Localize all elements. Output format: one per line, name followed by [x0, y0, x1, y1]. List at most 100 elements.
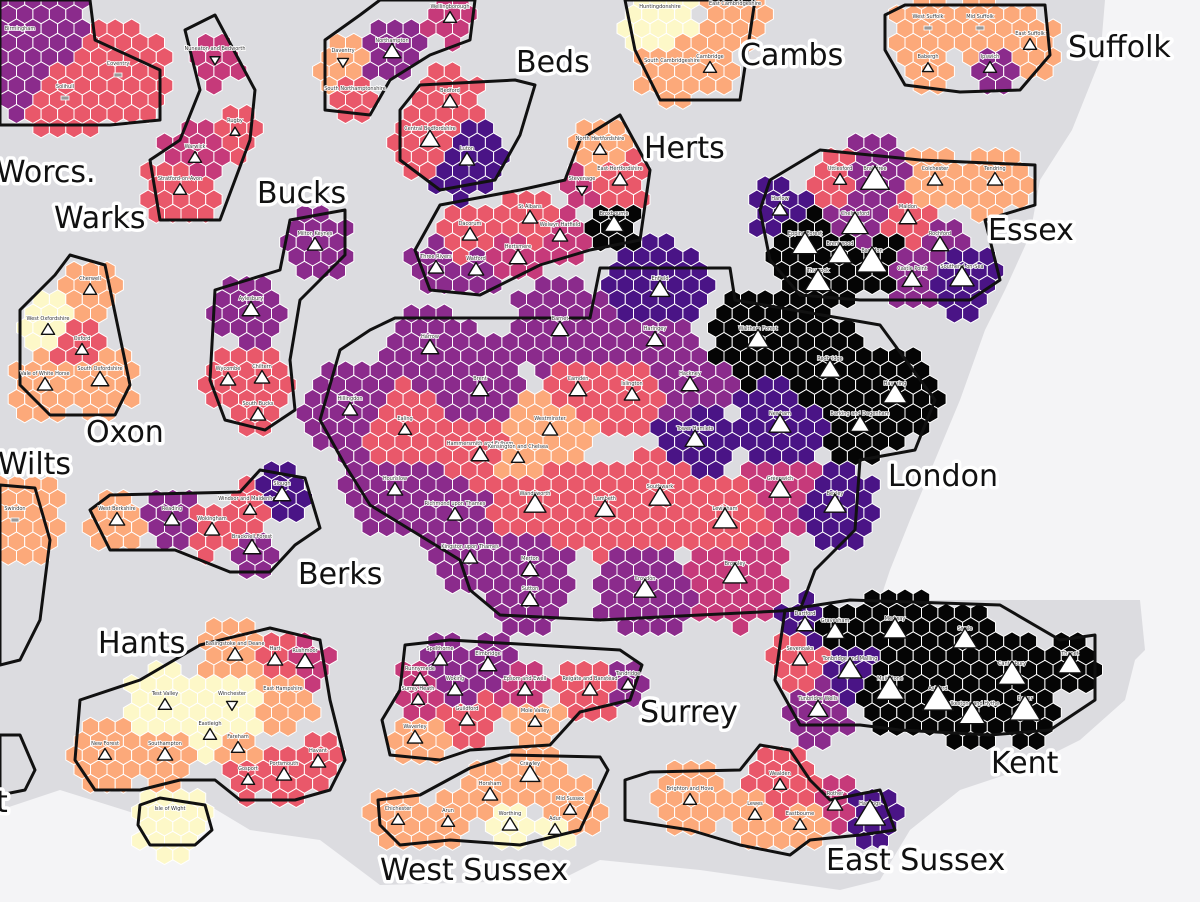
hex-cell: [600, 702, 618, 723]
hex-cell: [945, 189, 964, 210]
region-label-ealing: Ealing: [397, 416, 412, 422]
region-label-huntingdonshire: Huntingdonshire: [639, 4, 680, 10]
region-label-brighton-and-hove: Brighton and Hove: [667, 786, 714, 792]
region-label-stevenage: Stevenage: [569, 176, 596, 182]
marker-up-tendring: [986, 171, 1004, 186]
marker-up-ealing: [397, 422, 413, 436]
hex-cell: [16, 403, 34, 424]
marker-up-tonbridge-and-malling: [837, 657, 863, 679]
hex-cell: [814, 730, 832, 752]
region-label-rochford: Rochford: [929, 231, 951, 237]
marker-up-gosport: [240, 772, 256, 786]
marker-up-redbridge: [818, 358, 842, 378]
marker-up-hart: [266, 651, 284, 666]
marker-up-st-albans: [521, 209, 539, 224]
marker-up-southwark: [648, 486, 672, 506]
region-label-gosport: Gosport: [238, 766, 258, 772]
county-label-oxon: Oxon: [86, 415, 164, 450]
marker-up-brentwood: [827, 242, 853, 264]
marker-up-southend-on-sea: [949, 265, 975, 287]
hex-cell: [122, 388, 141, 410]
marker-up-haringey: [645, 330, 665, 347]
region-label-spelthorne: Spelthorne: [426, 646, 453, 652]
region-label-eastbourne: Eastbourne: [786, 811, 814, 817]
marker-up-worthing: [501, 816, 519, 831]
hex-cell: [122, 103, 141, 125]
region-label-milton-keynes: Milton Keynes: [298, 231, 333, 237]
region-label-bracknell-forest: Bracknell Forest: [232, 534, 272, 540]
marker-layer: [10, 10, 1083, 836]
marker-up-swale: [952, 627, 978, 649]
region-label-wokingham: Wokingham: [197, 516, 227, 522]
county-label-kent: Kent: [991, 746, 1059, 781]
hex-cell: [287, 502, 305, 524]
marker-square-coventry: [113, 72, 123, 78]
marker-up-lewes: [747, 807, 763, 821]
region-label-surrey-heath: Surrey Heath: [402, 686, 435, 692]
marker-up-chichester: [390, 812, 406, 826]
county-outline-layer: [0, 0, 1097, 857]
marker-up-vale-of-white-horse: [36, 376, 54, 391]
hex-cell: [1011, 189, 1029, 210]
county-outline-cambs: [623, 0, 757, 102]
hex-cell: [517, 616, 536, 638]
marker-up-westminster: [541, 421, 559, 436]
hex-cell: [287, 787, 305, 809]
marker-up-merton: [520, 560, 540, 577]
county-label-worcs: Worcs.: [0, 155, 96, 190]
region-label-chiltern: Chiltern: [252, 364, 272, 370]
marker-square-west-suffolk: [923, 25, 933, 31]
marker-square-solihull: [60, 95, 70, 101]
county-label-east-sussex: East Sussex: [826, 843, 1005, 878]
region-label-north-hertfordshire: North Hertfordshire: [576, 136, 625, 142]
marker-up-wellingborough: [442, 10, 458, 24]
hex-cell: [65, 118, 83, 139]
region-label-vale-of-white-horse: Vale of White Horse: [20, 371, 69, 377]
hex-cell: [583, 816, 602, 837]
marker-up-brent: [470, 380, 490, 397]
marker-up-central-bedfordshire: [419, 129, 441, 148]
region-label-babergh: Babergh: [917, 54, 938, 60]
hex-cell: [649, 616, 667, 638]
region-label-sutton: Sutton: [522, 586, 539, 592]
hex-cell: [122, 531, 141, 552]
marker-up-castle-point: [901, 269, 923, 288]
region-label-south-northamptonshire: South Northamptonshire: [324, 86, 386, 92]
marker-up-harlow: [771, 201, 789, 216]
region-label-west-suffolk: West Suffolk: [912, 14, 943, 20]
marker-up-watford: [467, 261, 485, 276]
hex-cell: [98, 403, 116, 424]
marker-up-surrey-heath: [410, 692, 426, 706]
region-label-merton: Merton: [521, 556, 539, 562]
region-label-wellingborough: Wellingborough: [431, 4, 470, 10]
region-label-lewes: Lewes: [747, 801, 763, 807]
region-label-east-suffolk: East Suffolk: [1015, 31, 1045, 37]
marker-up-greenwich: [768, 478, 792, 498]
region-label-birmingham: Birmingham: [5, 26, 36, 32]
hex-cell: [106, 103, 124, 125]
region-label-cherwell: Cherwell: [79, 276, 101, 282]
hex-cell: [904, 716, 922, 737]
hex-cell: [468, 274, 486, 296]
county-outline-beds: [398, 78, 537, 192]
hex-cell: [476, 175, 495, 196]
hex-cell: [155, 531, 174, 552]
marker-up-west-oxfordshire: [40, 322, 56, 336]
marker-up-islington: [623, 386, 641, 401]
marker-up-gravesham: [824, 621, 846, 640]
region-label-westminster: Westminster: [534, 416, 566, 422]
hex-cell: [633, 616, 651, 638]
marker-up-eastleigh: [202, 727, 218, 741]
hex-cell: [271, 787, 289, 809]
county-label-hants: Hants: [98, 626, 185, 661]
region-label-lambeth: Lambeth: [594, 496, 616, 502]
county-outline-kent: [773, 598, 1097, 737]
region-label-welwyn-hatfield: Welwyn Hatfield: [540, 222, 581, 228]
region-label-warwick: Warwick: [185, 144, 206, 150]
hex-cell: [468, 730, 486, 752]
region-label-hertsmere: Hertsmere: [505, 244, 531, 250]
region-label-winchester: Winchester: [218, 691, 247, 697]
county-label-suffolk: Suffolk: [1068, 30, 1171, 65]
region-label-haringey: Haringey: [644, 326, 667, 332]
marker-down-daventry: [336, 57, 350, 69]
